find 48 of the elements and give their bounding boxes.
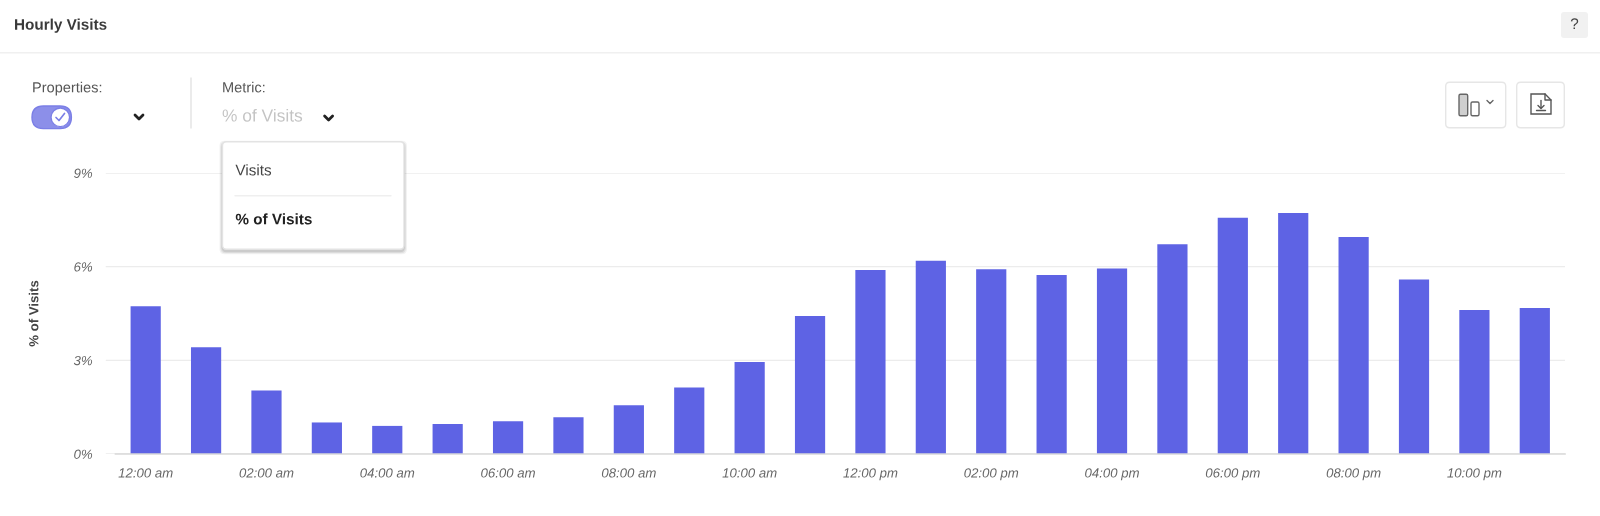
- bar: [976, 269, 1007, 454]
- x-tick-label: 12:00 pm: [843, 468, 898, 481]
- y-tick-label: 9%: [74, 168, 93, 178]
- bar: [734, 361, 765, 454]
- bar: [1217, 217, 1248, 454]
- x-tick-label: 10:00 am: [722, 468, 777, 478]
- bar: [1459, 310, 1490, 454]
- y-axis-title: % of Visits: [28, 280, 39, 347]
- x-tick-label: 06:00 am: [481, 468, 535, 478]
- chart-title: Hourly Visits: [15, 18, 107, 33]
- bar: [1036, 275, 1067, 454]
- annotation: % of Visits: [235, 213, 312, 225]
- bar: [130, 306, 161, 454]
- text: ?: [1570, 18, 1579, 29]
- x-tick-label: 12:00 am: [118, 468, 173, 478]
- bar: [372, 425, 403, 454]
- bar: [553, 417, 584, 454]
- x-tick-label: 02:00 am: [239, 468, 294, 478]
- text: Metric:: [223, 81, 265, 93]
- bar: [1398, 279, 1430, 454]
- bar: [1096, 268, 1128, 454]
- bar: [1157, 244, 1188, 454]
- x-tick-label: 10:00 pm: [1447, 468, 1502, 481]
- bar: [674, 387, 705, 454]
- bar: [855, 270, 886, 454]
- y-tick-label: 3%: [73, 355, 93, 366]
- bar: [492, 421, 524, 454]
- bar: [1519, 307, 1550, 454]
- x-tick-label: 02:00 pm: [964, 468, 1019, 481]
- x-tick-label: 04:00 pm: [1085, 468, 1139, 481]
- y-tick-label: 0%: [74, 449, 93, 459]
- bar: [1278, 212, 1309, 454]
- text: Properties:: [33, 81, 102, 96]
- y-tick-label: 6%: [74, 262, 93, 272]
- bar: [794, 316, 826, 454]
- bar: [613, 405, 644, 454]
- bar: [190, 347, 222, 454]
- text: % of Visits: [222, 108, 303, 122]
- bar: [311, 422, 342, 454]
- x-tick-label: 04:00 am: [360, 468, 415, 478]
- x-tick-label: 06:00 pm: [1205, 468, 1260, 481]
- bar: [1338, 237, 1369, 454]
- bar: [915, 260, 946, 454]
- annotation: Visits: [235, 164, 272, 176]
- x-tick-label: 08:00 am: [601, 468, 656, 478]
- bar: [432, 424, 463, 454]
- x-tick-label: 08:00 pm: [1326, 468, 1381, 481]
- bar: [251, 390, 282, 454]
